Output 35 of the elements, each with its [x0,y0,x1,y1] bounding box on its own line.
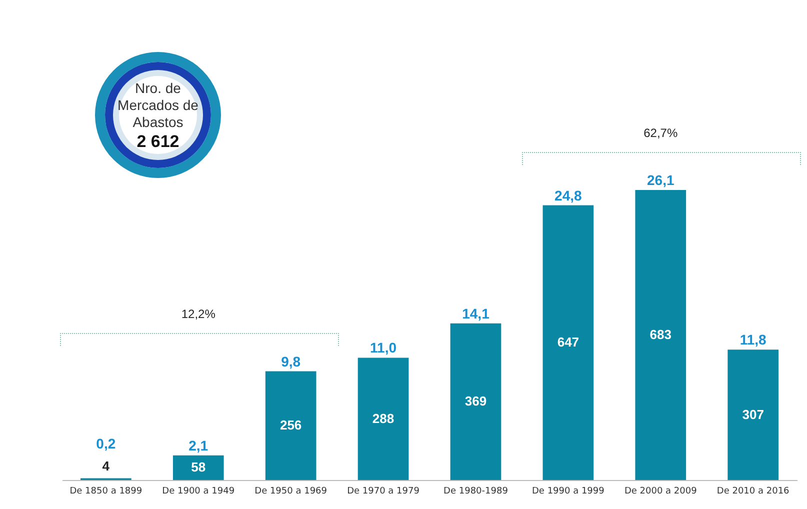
x-tick-label: De 2000 a 2009 [624,486,698,496]
text: Nro. de Mercados de Abastos [116,80,200,131]
annotation: 11,8 [740,332,767,348]
data-label: 256 [280,418,302,433]
x-tick-label: De 1980-1989 [444,486,508,496]
text: 26,1 [647,172,674,188]
data-label: 58 [191,460,206,475]
bar [728,350,779,480]
bar [358,358,409,480]
bar [635,190,686,480]
annotation: 24,8 [554,187,582,204]
x-tick-label: De 1970 a 1979 [347,486,420,496]
x-tick-label: De 1990 a 1999 [532,486,605,496]
annotation: 2,1 [188,437,208,454]
bar [450,323,502,480]
annotation: 11,0 [370,340,397,356]
data-label: 4 [102,458,110,474]
bar [265,371,316,480]
x-tick-label: De 2010 a 2016 [716,486,790,496]
annotation: 12,2% [181,307,216,322]
x-tick-label: De 1900 a 1949 [162,486,235,496]
x-tick-label: De 1950 a 1969 [254,486,328,496]
data-label: 369 [464,394,487,409]
x-tick-label: De 1850 a 1899 [70,486,142,496]
bar [172,455,224,480]
annotation: 0,2 [96,435,116,452]
text: 2 612 [136,132,180,151]
text: 62,7% [644,126,678,140]
data-label: 288 [372,410,394,426]
annotation: 9,8 [281,353,301,370]
data-label: 307 [742,406,764,422]
bar [542,205,594,480]
data-label: 683 [650,327,672,342]
data-label: 647 [557,334,580,350]
annotation: 14,1 [462,305,490,322]
